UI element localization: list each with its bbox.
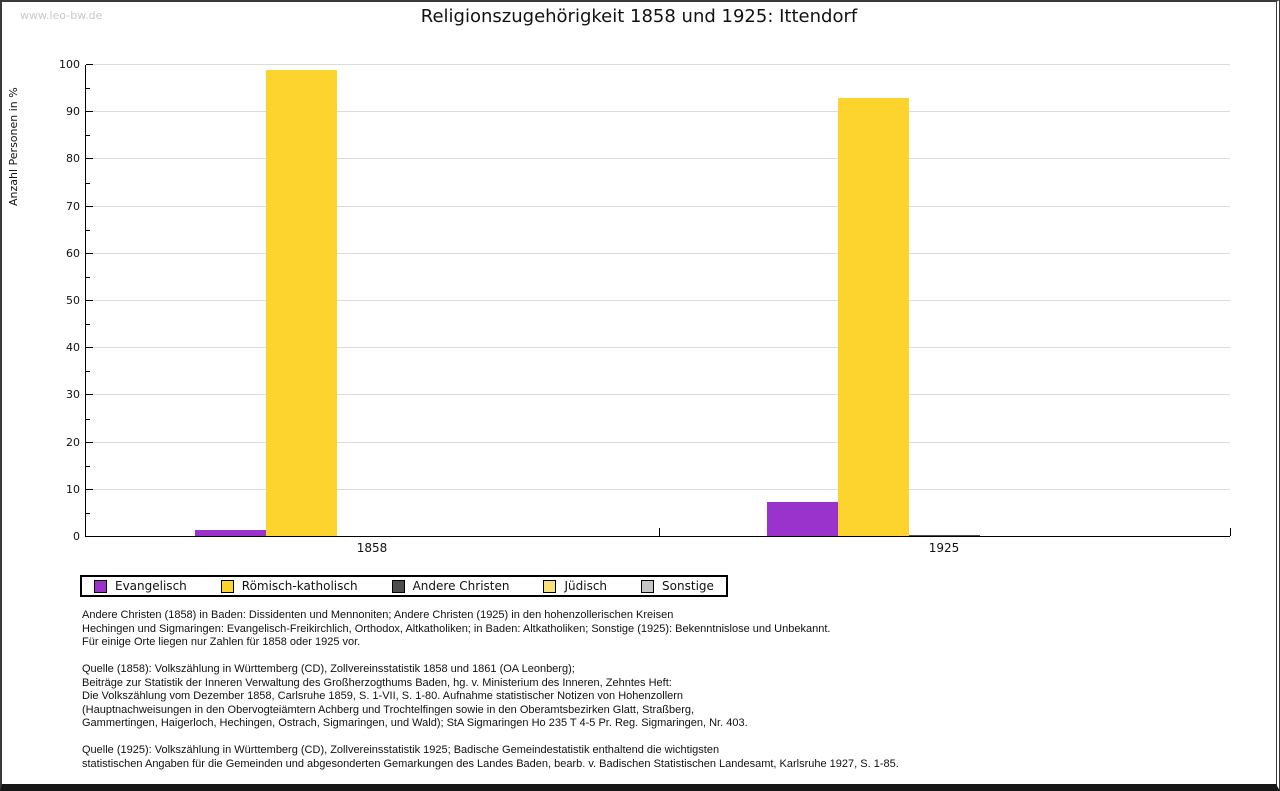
bar-r-misch-katholisch-1858 bbox=[265, 69, 337, 536]
legend-label: Sonstige bbox=[662, 579, 714, 593]
bar-evangelisch-1858 bbox=[194, 530, 266, 536]
bar-andere-christen-1925 bbox=[908, 534, 980, 536]
y-major-tick bbox=[86, 300, 93, 301]
y-major-tick bbox=[86, 441, 93, 443]
y-minor-tick bbox=[86, 418, 90, 420]
y-tick-label: 50 bbox=[66, 294, 80, 307]
y-major-tick bbox=[86, 252, 93, 254]
x-category-label: 1925 bbox=[928, 541, 960, 555]
legend-swatch-icon bbox=[94, 579, 107, 593]
y-minor-tick bbox=[86, 371, 90, 373]
y-major-tick bbox=[86, 205, 93, 207]
y-minor-tick bbox=[86, 465, 90, 467]
y-major-tick bbox=[86, 488, 93, 490]
legend-item: Sonstige bbox=[641, 579, 714, 593]
y-minor-tick bbox=[86, 135, 90, 137]
y-gridline bbox=[86, 111, 1230, 113]
legend-label: Jüdisch bbox=[564, 579, 608, 593]
footnote-line: (Hauptnachweisungen in den Obervogteiämt… bbox=[82, 703, 695, 716]
y-tick-label: 20 bbox=[66, 435, 80, 449]
footnote-paragraph: Quelle (1925): Volkszählung in Württembe… bbox=[82, 744, 1236, 771]
plot-area: 0 10 20 30 40 50 60 70 80 90 100 1858 1925 bbox=[59, 58, 1231, 555]
footnote-line: statistischen Angaben für die Gemeinden … bbox=[82, 757, 899, 770]
y-tick-label: 80 bbox=[66, 152, 80, 166]
chart-title: Religionszugehörigkeit 1858 und 1925: It… bbox=[420, 6, 858, 27]
y-gridline bbox=[86, 300, 1230, 301]
x-tick bbox=[1230, 528, 1231, 536]
y-minor-tick bbox=[86, 512, 90, 514]
watermark: www.leo-bw.de bbox=[20, 9, 103, 22]
footnotes: Andere Christen (1858) in Baden: Disside… bbox=[82, 609, 1236, 784]
y-gridline bbox=[86, 394, 1230, 396]
footnote-line: Die Volkszählung vom Dezember 1858, Carl… bbox=[82, 690, 684, 702]
footnote-line: Quelle (1925): Volkszählung in Württembe… bbox=[82, 744, 720, 756]
y-gridline bbox=[86, 64, 1230, 65]
y-gridline bbox=[86, 347, 1230, 349]
footnote-paragraph: Quelle (1858): Volkszählung in Württembe… bbox=[82, 663, 1236, 731]
y-tick-label: 30 bbox=[66, 388, 80, 402]
y-tick-label: 60 bbox=[66, 246, 80, 260]
x-category-label: 1858 bbox=[356, 541, 388, 555]
legend-label: Andere Christen bbox=[412, 579, 510, 593]
x-tick bbox=[658, 528, 660, 536]
y-major-tick bbox=[86, 64, 93, 65]
y-major-tick bbox=[86, 111, 93, 113]
y-tick-label: 0 bbox=[73, 530, 80, 543]
y-tick-label: 70 bbox=[66, 199, 80, 213]
y-gridline bbox=[86, 205, 1230, 207]
footnote-line: Beiträge zur Statistik der Inneren Verwa… bbox=[82, 676, 672, 689]
legend-swatch-icon bbox=[220, 579, 234, 593]
legend-item: Andere Christen bbox=[391, 579, 510, 593]
y-major-tick bbox=[86, 158, 93, 160]
y-major-tick bbox=[86, 394, 93, 396]
y-minor-tick bbox=[86, 229, 90, 231]
legend-label: Römisch-katholisch bbox=[241, 579, 358, 593]
bar-r-misch-katholisch-1925 bbox=[837, 98, 909, 536]
footnote-line: Für einige Orte liegen nur Zahlen für 18… bbox=[82, 636, 361, 648]
footnote-line: Quelle (1858): Volkszählung in Württembe… bbox=[82, 663, 575, 675]
footnote-line: Hechingen und Sigmaringen: Evangelisch-F… bbox=[82, 622, 831, 635]
y-major-tick bbox=[86, 347, 93, 349]
y-minor-tick bbox=[86, 88, 90, 90]
legend: Evangelisch Römisch-katholisch Andere Chri… bbox=[80, 575, 728, 597]
footnote-line: Andere Christen (1858) in Baden: Disside… bbox=[82, 609, 674, 621]
footnote-line: Gammertingen, Haigerloch, Hechingen, Ost… bbox=[82, 717, 748, 729]
legend-item: Evangelisch bbox=[94, 579, 187, 593]
y-minor-tick bbox=[86, 182, 90, 184]
bar-evangelisch-1925 bbox=[766, 502, 838, 536]
y-minor-tick bbox=[86, 276, 90, 278]
y-gridline bbox=[86, 252, 1230, 254]
footnote-paragraph: Andere Christen (1858) in Baden: Disside… bbox=[82, 609, 1236, 650]
legend-swatch-icon bbox=[641, 579, 655, 593]
y-gridline bbox=[86, 488, 1230, 490]
legend-swatch-icon bbox=[391, 579, 405, 593]
y-tick-label: 90 bbox=[66, 105, 80, 119]
y-gridline bbox=[86, 158, 1230, 160]
y-axis-label: Anzahl Personen in % bbox=[7, 87, 20, 206]
y-tick-label: 100 bbox=[59, 58, 80, 71]
y-tick-label: 40 bbox=[66, 341, 80, 355]
legend-swatch-icon bbox=[543, 579, 557, 593]
legend-label: Evangelisch bbox=[115, 579, 187, 593]
y-tick-label: 10 bbox=[66, 482, 80, 496]
y-gridline bbox=[86, 441, 1230, 443]
y-minor-tick bbox=[86, 324, 90, 326]
legend-item: Jüdisch bbox=[543, 579, 607, 593]
legend-item: Römisch-katholisch bbox=[220, 579, 358, 593]
